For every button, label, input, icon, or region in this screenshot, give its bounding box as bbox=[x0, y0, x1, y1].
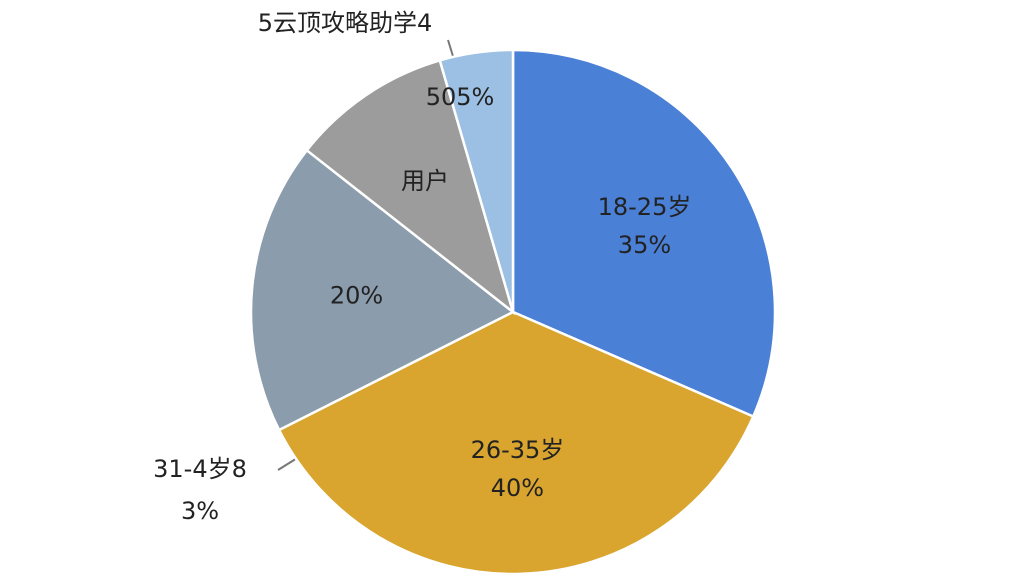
pie-slice bbox=[249, 148, 516, 432]
annotation: 505% bbox=[426, 83, 495, 111]
chart-title: 5云顶攻略助学4 bbox=[258, 9, 433, 37]
pie-slice bbox=[511, 48, 777, 419]
pie-slice bbox=[277, 310, 755, 576]
value-label: 40% bbox=[491, 474, 544, 502]
slice-label: 26-35岁 bbox=[471, 436, 565, 464]
annotation: 31-4岁8 bbox=[153, 455, 247, 483]
slice-label: 用户 bbox=[401, 167, 449, 195]
annotation: 3% bbox=[181, 497, 219, 525]
value-label: 35% bbox=[618, 231, 671, 259]
pie-slice bbox=[305, 58, 516, 316]
pie-slice bbox=[438, 48, 515, 313]
value-label: 20% bbox=[330, 281, 383, 309]
slice-label: 18-25岁 bbox=[598, 193, 692, 221]
